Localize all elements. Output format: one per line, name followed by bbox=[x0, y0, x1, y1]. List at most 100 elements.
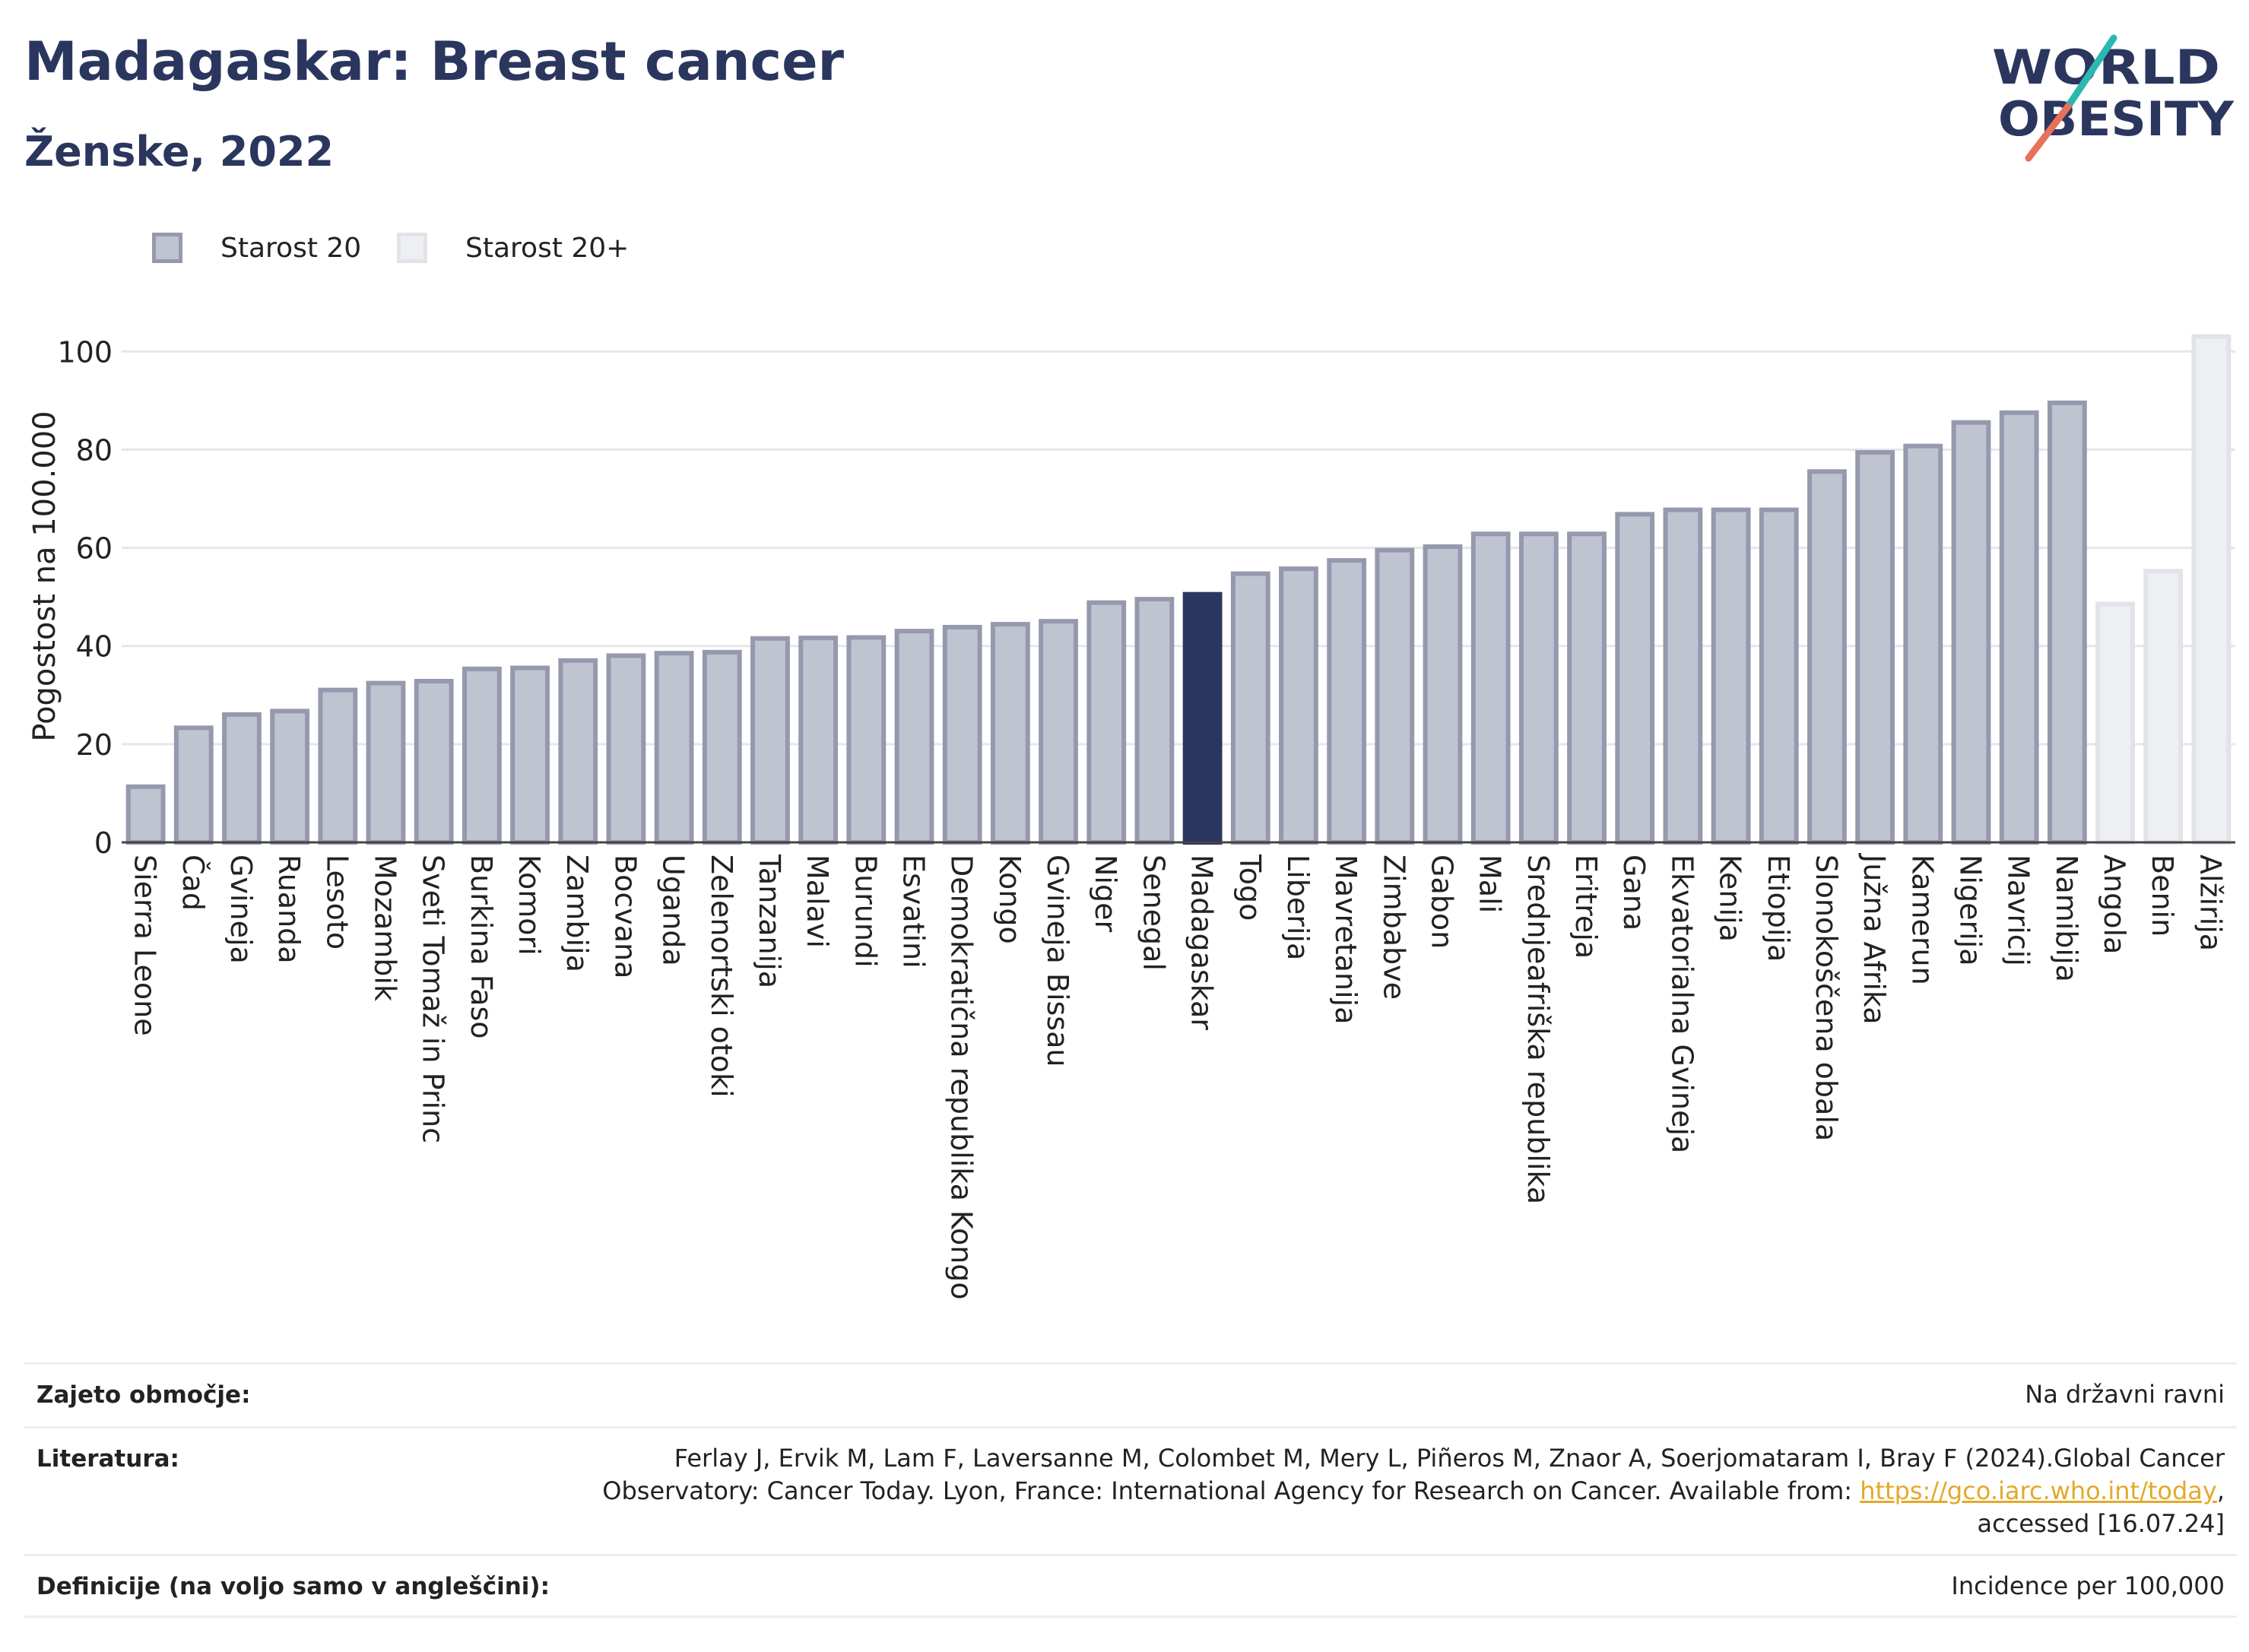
bar-bocvana[interactable] bbox=[606, 653, 646, 845]
page-subtitle: Ženske, 2022 bbox=[24, 128, 335, 176]
x-tick-label: Zambija bbox=[560, 855, 594, 972]
y-tick-label: 0 bbox=[94, 826, 113, 860]
footer-row-coverage: Zajeto območje: Na državni ravni bbox=[24, 1362, 2237, 1426]
bar-južna-afrika[interactable] bbox=[1855, 450, 1895, 845]
definitions-label: Definicije (na voljo samo v angleščini): bbox=[36, 1573, 550, 1600]
bar-komori[interactable] bbox=[510, 665, 550, 845]
bar-zambija[interactable] bbox=[558, 658, 598, 845]
x-tick-label: Mavricij bbox=[2002, 855, 2035, 966]
legend-item-age-20[interactable]: Starost 20 bbox=[152, 225, 361, 271]
bar-uganda[interactable] bbox=[654, 651, 694, 845]
info-footer: Zajeto območje: Na državni ravni Literat… bbox=[24, 1362, 2237, 1618]
x-tick-label: Gana bbox=[1617, 855, 1651, 931]
bar-etiopija[interactable] bbox=[1759, 507, 1799, 845]
x-tick-label: Južna Afrika bbox=[1857, 853, 1891, 1025]
bar-eritreja[interactable] bbox=[1567, 531, 1607, 845]
bar-senegal[interactable] bbox=[1134, 597, 1175, 845]
y-tick-label: 100 bbox=[57, 335, 113, 369]
bar-ekvatorialna-gvineja[interactable] bbox=[1663, 507, 1703, 845]
x-tick-label: Sierra Leone bbox=[128, 855, 162, 1036]
x-tick-label: Burkina Faso bbox=[465, 855, 498, 1039]
bar-mavretanija[interactable] bbox=[1327, 558, 1367, 845]
literature-line-2: Observatory: Cancer Today. Lyon, France:… bbox=[602, 1475, 2225, 1508]
x-tick-label: Angola bbox=[2098, 855, 2131, 954]
bar-mozambik[interactable] bbox=[366, 680, 406, 845]
x-tick-label: Komori bbox=[512, 855, 546, 956]
bar-gana[interactable] bbox=[1615, 512, 1655, 845]
x-tick-label: Gvineja bbox=[224, 855, 258, 964]
legend-label-age-20: Starost 20 bbox=[220, 232, 362, 264]
bar-nigerija[interactable] bbox=[1951, 420, 1991, 845]
y-tick-label: 80 bbox=[76, 433, 113, 467]
bar-kenija[interactable] bbox=[1711, 507, 1751, 845]
x-tick-label: Etiopija bbox=[1762, 855, 1795, 962]
x-tick-label: Ruanda bbox=[272, 855, 306, 964]
bar-slonokoščena-obala[interactable] bbox=[1807, 469, 1847, 845]
y-tick-label: 40 bbox=[76, 630, 113, 664]
x-tick-label: Sveti Tomaž in Princ bbox=[417, 855, 450, 1143]
literature-line-1: Ferlay J, Ervik M, Lam F, Laversanne M, … bbox=[674, 1444, 2225, 1473]
bar-benin[interactable] bbox=[2143, 569, 2184, 845]
x-tick-label: Liberija bbox=[1281, 855, 1315, 960]
bar-namibija[interactable] bbox=[2047, 400, 2087, 845]
bar-burundi[interactable] bbox=[846, 635, 887, 845]
x-tick-label: Malavi bbox=[801, 855, 834, 948]
bar-chart: 0 20 40 60 80 100 Sierra Leone Čad Gvineja Ruand… bbox=[27, 334, 2235, 1300]
x-tick-label: Niger bbox=[1089, 855, 1122, 932]
page-title: Madagaskar: Breast cancer bbox=[24, 30, 845, 93]
y-tick-labels: 0 20 40 60 80 100 bbox=[57, 335, 113, 860]
x-tick-label: Zimbabve bbox=[1377, 855, 1410, 1000]
x-tick-label: Slonokoščena obala bbox=[1810, 855, 1843, 1141]
x-tick-label: Mavretanija bbox=[1329, 855, 1362, 1024]
y-tick-label: 60 bbox=[76, 532, 113, 566]
bar-srednjeafriška-republika[interactable] bbox=[1518, 531, 1559, 845]
bar-kongo[interactable] bbox=[990, 622, 1030, 845]
x-tick-label: Tanzanija bbox=[753, 854, 786, 988]
bar-kamerun[interactable] bbox=[1903, 443, 1943, 845]
bar-ruanda[interactable] bbox=[270, 709, 310, 845]
literature-link[interactable]: https://gco.iarc.who.int/today bbox=[1860, 1476, 2217, 1505]
y-axis-label: Pogostost na 100.000 bbox=[27, 411, 62, 741]
bar-liberija[interactable] bbox=[1279, 566, 1318, 845]
bar-esvatini[interactable] bbox=[894, 629, 934, 845]
bar-sierra-leone[interactable] bbox=[125, 784, 166, 845]
x-tick-label: Eritreja bbox=[1569, 855, 1603, 959]
bar-mali[interactable] bbox=[1470, 531, 1511, 845]
bar-zelenortski-otoki[interactable] bbox=[702, 649, 742, 845]
bar-madagaskar[interactable] bbox=[1182, 591, 1223, 845]
bar-lesoto[interactable] bbox=[318, 687, 358, 845]
x-tick-label: Madagaskar bbox=[1185, 855, 1219, 1030]
bar-angola[interactable] bbox=[2095, 601, 2135, 845]
x-tick-label: Togo bbox=[1233, 854, 1267, 921]
x-tick-labels: Sierra Leone Čad Gvineja Ruanda Lesoto Mozamb… bbox=[128, 853, 2228, 1300]
bar-sveti-tomaž-in-princ[interactable] bbox=[414, 678, 454, 845]
world-obesity-logo: WORLD OBESITY bbox=[1992, 34, 2235, 162]
bar-čad[interactable] bbox=[173, 725, 214, 845]
bar-alžirija[interactable] bbox=[2191, 334, 2232, 845]
x-tick-label: Alžirija bbox=[2193, 855, 2227, 951]
literature-label: Literatura: bbox=[36, 1445, 179, 1473]
bar-zimbabve[interactable] bbox=[1375, 547, 1415, 845]
bar-demokratična-republika-kongo[interactable] bbox=[942, 624, 982, 845]
literature-line-2-text: Observatory: Cancer Today. Lyon, France:… bbox=[602, 1476, 1860, 1505]
bar-niger[interactable] bbox=[1086, 600, 1127, 845]
x-tick-label: Bocvana bbox=[608, 855, 642, 978]
bar-malavi[interactable] bbox=[798, 636, 839, 845]
x-tick-label: Gabon bbox=[1426, 855, 1459, 949]
chart-bars bbox=[125, 334, 2232, 845]
bar-gvineja[interactable] bbox=[222, 712, 262, 845]
literature-line-3: accessed [16.07.24] bbox=[1977, 1509, 2225, 1538]
bar-togo[interactable] bbox=[1230, 571, 1270, 845]
x-tick-label: Namibija bbox=[2050, 855, 2083, 982]
bar-mavricij[interactable] bbox=[1999, 410, 2039, 845]
bar-burkina-faso[interactable] bbox=[462, 666, 502, 845]
bar-gabon[interactable] bbox=[1423, 544, 1463, 845]
literature-line-2-end: , bbox=[2216, 1476, 2225, 1505]
x-tick-label: Esvatini bbox=[897, 855, 931, 969]
x-tick-label: Demokratična republika Kongo bbox=[945, 855, 979, 1300]
bar-gvineja-bissau[interactable] bbox=[1039, 619, 1078, 845]
x-tick-label: Kongo bbox=[993, 855, 1026, 944]
bar-tanzanija[interactable] bbox=[750, 636, 790, 845]
legend-item-age-20-plus[interactable]: Starost 20+ bbox=[397, 225, 629, 271]
literature-value: Ferlay J, Ervik M, Lam F, Laversanne M, … bbox=[602, 1442, 2225, 1540]
